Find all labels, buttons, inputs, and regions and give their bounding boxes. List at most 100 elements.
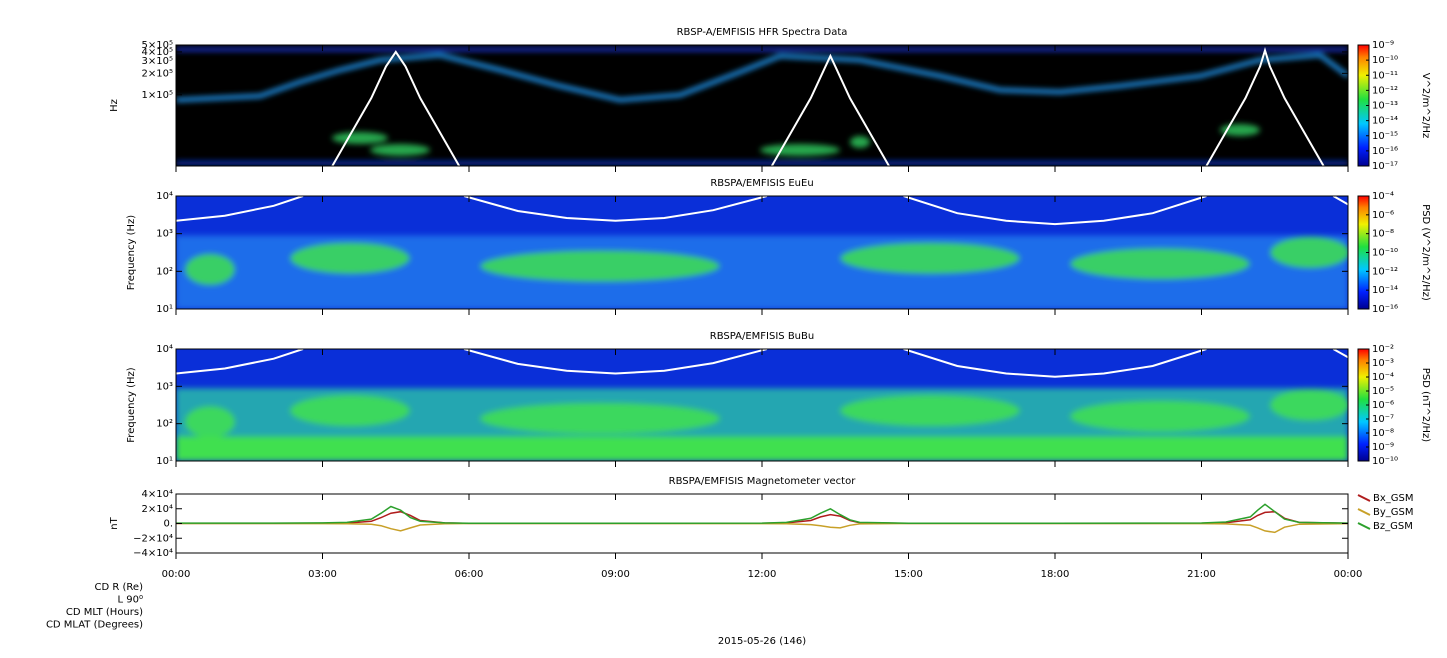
colorbar-label: PSD (V^2/m^2/Hz) [1420, 204, 1431, 301]
legend-label: Bx_GSM [1373, 493, 1414, 504]
colorbar-tick-label: 10⁻¹⁴ [1372, 285, 1398, 296]
x-tick-label: 21:00 [1187, 569, 1216, 580]
colorbar-tick-label: 10⁻³ [1372, 358, 1394, 369]
colorbar-tick-label: 10⁻¹¹ [1372, 70, 1398, 81]
y-tick-label: −4×10⁴ [133, 548, 173, 559]
y-axis-label: Hz [109, 99, 120, 112]
colorbar-tick-label: 10⁻⁶ [1372, 400, 1394, 411]
spectrogram-texture [480, 250, 720, 282]
x-tick-label: 18:00 [1041, 569, 1070, 580]
panel-title: RBSP-A/EMFISIS HFR Spectra Data [677, 27, 848, 38]
colorbar-tick-label: 10⁻¹⁶ [1372, 304, 1398, 315]
legend-swatch [1357, 494, 1371, 502]
colorbar-tick-label: 10⁻⁹ [1372, 442, 1394, 453]
series-line [176, 522, 1348, 534]
colorbar-tick-label: 10⁻¹⁶ [1372, 146, 1398, 157]
x-tick-label: 00:00 [162, 569, 191, 580]
spectrogram-texture [185, 253, 235, 286]
spectrogram-texture [290, 394, 410, 427]
colorbar-label: PSD (nT^2/Hz) [1420, 368, 1431, 442]
legend-swatch [1357, 508, 1371, 516]
colorbar-tick-label: 10⁻¹² [1372, 266, 1398, 277]
panel-title: RBSPA/EMFISIS Magnetometer vector [669, 476, 857, 487]
x-tick-label: 06:00 [455, 569, 484, 580]
spectrogram-texture [1220, 124, 1260, 136]
colorbar-tick-label: 10⁻¹³ [1372, 101, 1398, 112]
spectrogram-texture [1270, 389, 1348, 421]
overlay-line [176, 349, 1348, 378]
y-tick-label: 0. [163, 519, 173, 530]
ephemeris-label: CD R (Re) [95, 582, 144, 593]
spectrogram-texture [1270, 236, 1348, 269]
y-tick-label: 10³ [156, 381, 173, 392]
spectrogram-texture [840, 242, 1020, 274]
spectrogram-texture [176, 235, 1348, 309]
colorbar-tick-label: 10⁻¹⁷ [1372, 161, 1398, 172]
colorbar-tick-label: 10⁻⁸ [1372, 229, 1394, 240]
spectrogram-texture [840, 394, 1020, 427]
y-tick-label: 10³ [156, 229, 173, 240]
y-tick-label: 10⁴ [156, 344, 173, 355]
spectrogram-texture [185, 406, 235, 438]
overlay-line [176, 196, 1348, 226]
y-tick-label: 10¹ [156, 304, 173, 315]
spectrogram-texture [176, 52, 1348, 103]
y-axis-label: Frequency (Hz) [126, 367, 137, 443]
y-tick-label: 10¹ [156, 456, 173, 467]
spectrogram-texture [332, 132, 388, 144]
colorbar-tick-label: 10⁻⁶ [1372, 210, 1394, 221]
x-axis-label: 2015-05-26 (146) [718, 636, 806, 647]
y-tick-label: 4×10⁴ [142, 489, 173, 500]
y-tick-label: 3×10⁵ [142, 56, 173, 67]
legend-label: By_GSM [1373, 507, 1414, 518]
colorbar-tick-label: 10⁻⁴ [1372, 372, 1394, 383]
colorbar-tick-label: 10⁻⁸ [1372, 428, 1394, 439]
plot-area [176, 196, 1348, 309]
x-tick-label: 15:00 [894, 569, 923, 580]
ephemeris-label: CD MLAT (Degrees) [46, 620, 143, 631]
plot-area [176, 349, 1348, 461]
colorbar-label: V^2/m^2/Hz [1420, 73, 1431, 139]
series-line [176, 510, 1348, 525]
colorbar-tick-label: 10⁻¹⁰ [1372, 55, 1398, 66]
y-tick-label: −2×10⁴ [133, 533, 173, 544]
colorbar-tick-label: 10⁻¹⁰ [1372, 248, 1398, 259]
spectrogram-texture [1070, 400, 1250, 432]
spectrogram-texture [370, 144, 430, 156]
colorbar-tick-label: 10⁻⁵ [1372, 386, 1394, 397]
x-tick-label: 12:00 [748, 569, 777, 580]
colorbar-tick-label: 10⁻¹⁴ [1372, 116, 1398, 127]
colorbar-tick-label: 10⁻⁷ [1372, 414, 1394, 425]
spectrogram-texture [176, 388, 1348, 461]
y-tick-label: 10⁴ [156, 191, 173, 202]
spectrogram-texture [290, 242, 410, 274]
y-tick-label: 5×10⁵ [142, 40, 173, 51]
y-tick-label: 10² [156, 266, 173, 277]
colorbar-tick-label: 10⁻¹² [1372, 85, 1398, 96]
series-line [176, 503, 1348, 525]
plot-area [176, 503, 1348, 534]
panel-title: RBSPA/EMFISIS EuEu [710, 178, 813, 189]
spectrogram-texture [1070, 247, 1250, 280]
y-tick-label: 10² [156, 419, 173, 430]
y-tick-label: 1×10⁵ [142, 90, 173, 101]
spectrogram-texture [480, 402, 720, 435]
ephemeris-label: CD MLT (Hours) [66, 607, 143, 618]
x-tick-label: 03:00 [308, 569, 337, 580]
colorbar-tick-label: 10⁻⁴ [1372, 191, 1394, 202]
colorbar-tick-label: 10⁻¹⁰ [1372, 456, 1398, 467]
legend-label: Bz_GSM [1373, 521, 1413, 532]
spectrogram-texture [850, 136, 870, 148]
spectrogram-texture [176, 436, 1348, 461]
ephemeris-label: L 90⁰ [118, 595, 143, 606]
plot-area [176, 45, 1348, 166]
y-tick-label: 2×10⁴ [142, 504, 173, 515]
spectrogram-texture [760, 144, 840, 156]
y-axis-label: Frequency (Hz) [126, 215, 137, 291]
colorbar-tick-label: 10⁻¹⁵ [1372, 131, 1398, 142]
colorbar-tick-label: 10⁻⁹ [1372, 40, 1394, 51]
spectrogram-texture [176, 161, 1348, 165]
colorbar-tick-label: 10⁻² [1372, 344, 1394, 355]
